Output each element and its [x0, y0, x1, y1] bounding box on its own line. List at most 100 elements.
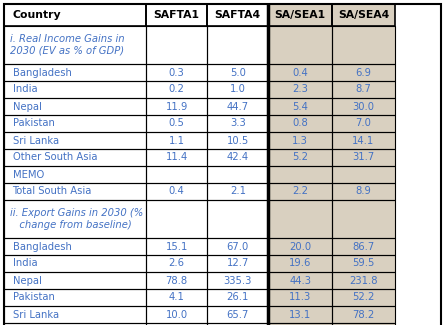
- Bar: [146, 272, 207, 289]
- Text: i. Real Income Gains in
2030 (EV as % of GDP): i. Real Income Gains in 2030 (EV as % of…: [10, 34, 124, 56]
- Bar: [4, 64, 146, 81]
- Bar: [146, 306, 207, 323]
- Text: 13.1: 13.1: [289, 309, 311, 319]
- Bar: [332, 64, 395, 81]
- Bar: [207, 115, 268, 132]
- Text: 0.3: 0.3: [169, 68, 185, 77]
- Text: India: India: [12, 84, 37, 95]
- Bar: [268, 306, 332, 323]
- Bar: [146, 323, 207, 325]
- Bar: [146, 115, 207, 132]
- Bar: [146, 4, 207, 26]
- Bar: [332, 183, 395, 200]
- Bar: [207, 132, 268, 149]
- Text: 8.9: 8.9: [356, 187, 372, 197]
- Text: 67.0: 67.0: [227, 241, 249, 252]
- Bar: [146, 81, 207, 98]
- Bar: [146, 272, 207, 289]
- Bar: [332, 132, 395, 149]
- Bar: [146, 183, 207, 200]
- Bar: [207, 166, 268, 183]
- Text: 78.8: 78.8: [166, 276, 188, 285]
- Bar: [332, 98, 395, 115]
- Bar: [207, 149, 268, 166]
- Text: ii. Export Gains in 2030 (%
   change from baseline): ii. Export Gains in 2030 (% change from …: [10, 208, 143, 230]
- Bar: [146, 289, 207, 306]
- Bar: [4, 149, 146, 166]
- Text: 0.4: 0.4: [292, 68, 308, 77]
- Bar: [4, 238, 146, 255]
- Text: Pakistan: Pakistan: [12, 119, 54, 128]
- Bar: [207, 323, 268, 325]
- Text: Nepal: Nepal: [12, 276, 41, 285]
- Bar: [4, 4, 146, 26]
- Bar: [332, 255, 395, 272]
- Text: Nepal: Nepal: [12, 101, 41, 111]
- Bar: [332, 132, 395, 149]
- Bar: [4, 272, 146, 289]
- Text: Sri Lanka: Sri Lanka: [12, 136, 59, 146]
- Text: 86.7: 86.7: [352, 241, 375, 252]
- Bar: [146, 26, 207, 64]
- Text: Pakistan: Pakistan: [12, 292, 54, 303]
- Bar: [332, 289, 395, 306]
- Bar: [146, 238, 207, 255]
- Bar: [207, 166, 268, 183]
- Text: Total South Asia: Total South Asia: [12, 187, 92, 197]
- Bar: [207, 200, 268, 238]
- Bar: [332, 149, 395, 166]
- Bar: [332, 4, 395, 26]
- Bar: [268, 200, 332, 238]
- Bar: [4, 26, 146, 64]
- Text: 2.2: 2.2: [292, 187, 308, 197]
- Bar: [146, 26, 207, 64]
- Bar: [332, 26, 395, 64]
- Bar: [146, 183, 207, 200]
- Bar: [332, 115, 395, 132]
- Text: MEMO: MEMO: [12, 170, 44, 179]
- Bar: [4, 200, 146, 238]
- Bar: [332, 115, 395, 132]
- Bar: [332, 323, 395, 325]
- Bar: [268, 323, 332, 325]
- Bar: [207, 115, 268, 132]
- Bar: [146, 64, 207, 81]
- Bar: [268, 183, 332, 200]
- Bar: [207, 26, 268, 64]
- Bar: [146, 115, 207, 132]
- Bar: [207, 183, 268, 200]
- Text: Country: Country: [12, 10, 61, 20]
- Bar: [268, 64, 332, 81]
- Text: 7.0: 7.0: [356, 119, 372, 128]
- Bar: [207, 289, 268, 306]
- Bar: [146, 98, 207, 115]
- Text: 30.0: 30.0: [352, 101, 374, 111]
- Bar: [332, 81, 395, 98]
- Bar: [268, 255, 332, 272]
- Text: 2.6: 2.6: [169, 258, 185, 268]
- Text: 5.4: 5.4: [292, 101, 308, 111]
- Bar: [4, 306, 146, 323]
- Bar: [4, 323, 146, 325]
- Text: 44.7: 44.7: [227, 101, 249, 111]
- Bar: [268, 238, 332, 255]
- Bar: [207, 200, 268, 238]
- Bar: [146, 149, 207, 166]
- Bar: [146, 200, 207, 238]
- Bar: [207, 272, 268, 289]
- Bar: [4, 323, 146, 325]
- Bar: [4, 238, 146, 255]
- Bar: [4, 98, 146, 115]
- Bar: [268, 183, 332, 200]
- Bar: [268, 306, 332, 323]
- Text: 231.8: 231.8: [349, 276, 378, 285]
- Bar: [4, 132, 146, 149]
- Bar: [146, 289, 207, 306]
- Bar: [4, 166, 146, 183]
- Bar: [207, 64, 268, 81]
- Text: Bangladesh: Bangladesh: [12, 68, 71, 77]
- Bar: [4, 98, 146, 115]
- Text: 0.2: 0.2: [169, 84, 185, 95]
- Bar: [146, 64, 207, 81]
- Bar: [332, 183, 395, 200]
